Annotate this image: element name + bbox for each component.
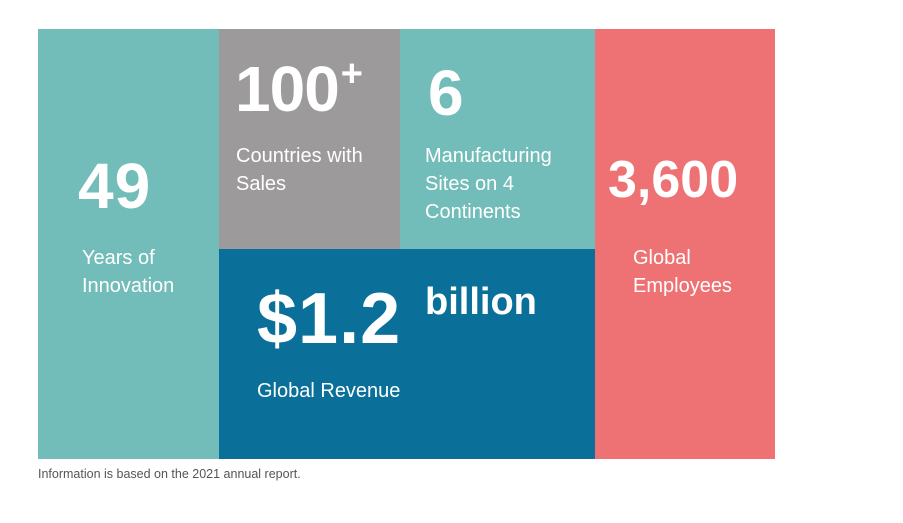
stat-value-countries: 100+ xyxy=(235,55,363,121)
stat-value-countries-number: 100 xyxy=(235,53,340,125)
stat-value-revenue: $1.2 xyxy=(257,279,402,359)
stat-label-line: Countries with xyxy=(236,145,363,167)
stat-value-employees: 3,600 xyxy=(608,151,739,209)
stat-label-sites: Manufacturing Sites on 4 Continents xyxy=(425,142,552,226)
stat-label-countries: Countries with Sales xyxy=(236,142,363,198)
stat-tile-sites: 6 Manufacturing Sites on 4 Continents xyxy=(400,29,595,249)
stat-label-revenue: Global Revenue xyxy=(257,380,401,402)
stat-tile-revenue: $1.2 billion Global Revenue xyxy=(219,249,595,459)
stat-label-line: Global xyxy=(633,247,691,269)
stat-value-years: 49 xyxy=(78,150,152,222)
stat-tile-countries: 100+ Countries with Sales xyxy=(219,29,400,249)
stat-label-employees: Global Employees xyxy=(633,244,732,300)
stat-label-years: Years of Innovation xyxy=(82,244,174,300)
stat-value-sites: 6 xyxy=(428,57,464,129)
stat-label-line: Sales xyxy=(236,173,287,195)
stat-tile-years: 49 Years of Innovation xyxy=(38,29,219,459)
stat-label-line: Innovation xyxy=(82,275,175,297)
stat-tile-employees: 3,600 Global Employees xyxy=(595,29,775,459)
stat-label-line: Sites on 4 xyxy=(425,173,514,195)
stat-label-line: Continents xyxy=(425,201,521,223)
footnote: Information is based on the 2021 annual … xyxy=(38,467,301,481)
stat-label-line: Employees xyxy=(633,275,732,297)
stat-value-revenue-suffix: billion xyxy=(425,281,537,323)
stat-label-line: Years of xyxy=(82,247,155,269)
stat-label-line: Manufacturing xyxy=(425,145,552,167)
stat-value-countries-suffix: + xyxy=(340,53,363,95)
